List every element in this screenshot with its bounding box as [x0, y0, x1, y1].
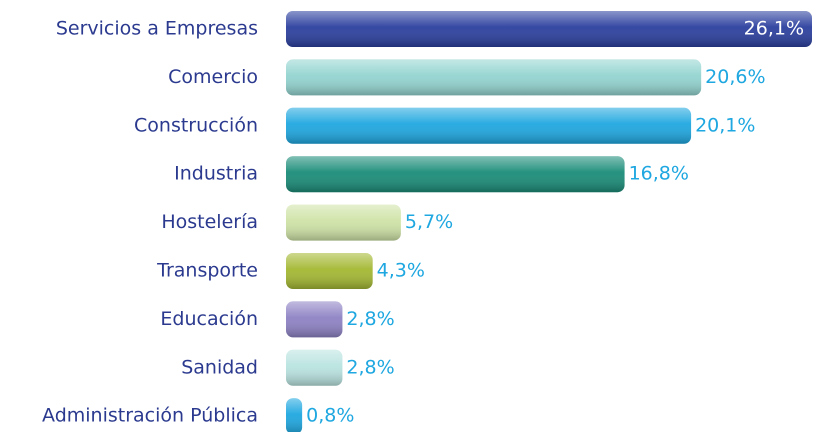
value-label: 5,7%: [405, 211, 453, 233]
category-label: Administración Pública: [42, 405, 258, 427]
value-label: 26,1%: [744, 18, 804, 40]
value-label: 4,3%: [377, 260, 425, 282]
bar-shine: [286, 253, 373, 289]
value-label: 2,8%: [346, 308, 394, 330]
bar-shine: [286, 301, 343, 338]
category-label: Transporte: [156, 260, 258, 282]
category-label: Educación: [160, 308, 258, 330]
bar-shine: [286, 349, 343, 386]
value-label: 2,8%: [346, 356, 394, 378]
bar-shine: [286, 156, 625, 193]
category-label: Industria: [174, 163, 258, 185]
value-label: 20,1%: [695, 114, 755, 136]
value-label: 0,8%: [306, 405, 354, 427]
category-label: Servicios a Empresas: [56, 18, 258, 40]
bar-shine: [286, 204, 401, 241]
bar-shine: [286, 11, 812, 47]
value-label: 16,8%: [629, 163, 689, 185]
bar-shine: [286, 107, 692, 144]
value-label: 20,6%: [705, 66, 765, 88]
category-label: Sanidad: [181, 356, 258, 378]
category-label: Comercio: [168, 66, 258, 88]
category-label: Construcción: [134, 114, 258, 136]
bar-shine: [286, 59, 702, 96]
bar-shine: [286, 398, 303, 432]
category-label: Hostelería: [161, 211, 258, 233]
